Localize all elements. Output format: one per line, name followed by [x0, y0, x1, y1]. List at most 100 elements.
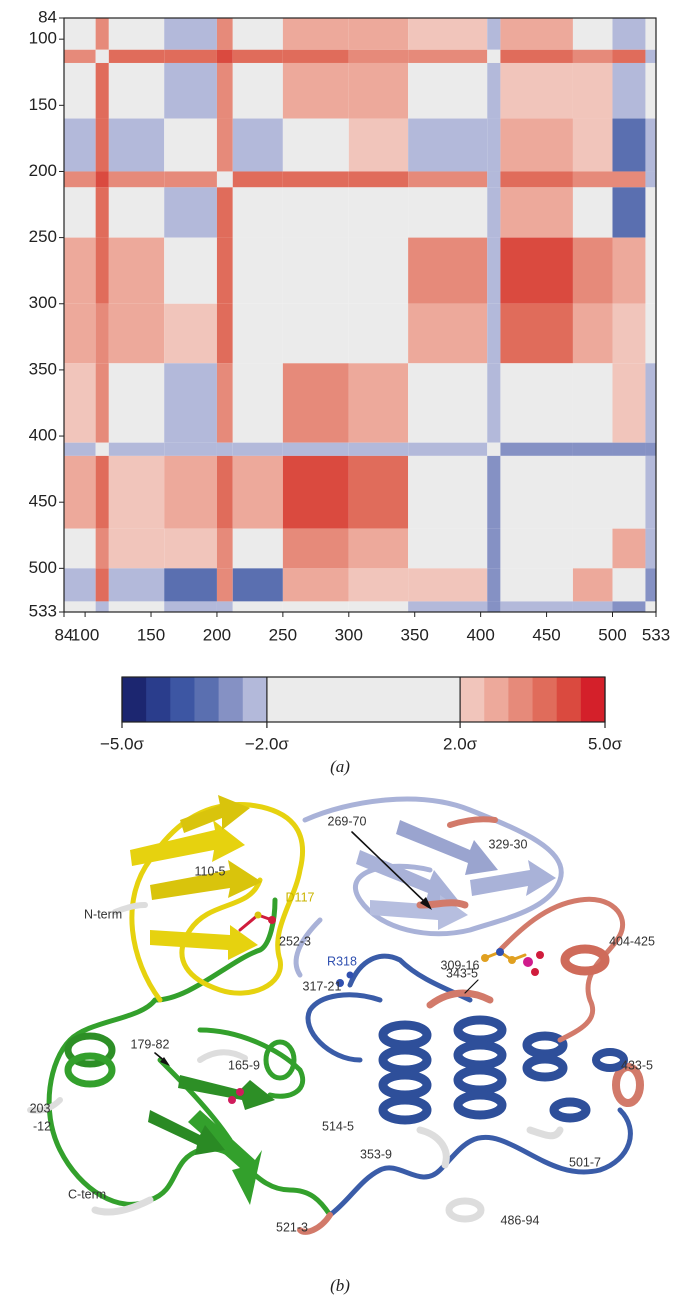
heatmap-cell	[216, 237, 233, 304]
colorbar-step	[266, 677, 461, 722]
heatmap-cell	[95, 303, 109, 364]
heatmap-cell	[216, 528, 233, 569]
y-tick-label: 500	[29, 558, 57, 577]
residue-label: D117	[286, 890, 315, 904]
region-label: 521-3	[276, 1220, 308, 1234]
colorbar-step	[170, 677, 195, 722]
heatmap-cell	[645, 118, 656, 172]
colorbar-step	[532, 677, 558, 722]
y-tick-label: 350	[29, 359, 57, 378]
heatmap-cell	[108, 187, 165, 238]
x-tick-label: 200	[203, 625, 231, 644]
heatmap-cell	[164, 568, 217, 602]
heatmap-cell	[487, 363, 501, 443]
heatmap-cell	[282, 49, 349, 63]
heatmap-cell	[95, 118, 109, 172]
heatmap-cell	[282, 171, 349, 188]
heatmap-cell	[282, 303, 349, 364]
structure-labels: 269-70 329-30 110-5 D117 N-term 252-3 R3…	[30, 814, 655, 1234]
heatmap-cell	[95, 237, 109, 304]
heatmap-cell	[64, 237, 96, 304]
colorbar-step	[194, 677, 220, 722]
heatmap-cell	[164, 171, 217, 188]
heatmap-cell	[108, 62, 165, 119]
heatmap-cell	[164, 601, 217, 612]
heatmap-cell	[612, 568, 646, 602]
heatmap-cell	[348, 442, 409, 456]
heatmap-cell	[572, 187, 613, 238]
x-tick-label: 400	[466, 625, 494, 644]
heatmap-cell	[408, 303, 488, 364]
terminus-label: N-term	[84, 907, 122, 921]
heatmap-cell	[232, 303, 283, 364]
x-tick-label: 150	[137, 625, 165, 644]
heatmap-cell	[487, 442, 501, 456]
heatmap-cell	[487, 568, 501, 602]
x-tick-label: 250	[269, 625, 297, 644]
heatmap-cell	[108, 171, 165, 188]
y-tick-label: 300	[29, 293, 57, 312]
heatmap-cell	[572, 118, 613, 172]
heatmap-cell	[408, 118, 488, 172]
heatmap-cell	[612, 18, 646, 50]
heatmap-cell	[645, 442, 656, 456]
heatmap-cell	[108, 49, 165, 63]
heatmap-cell	[645, 237, 656, 304]
heatmap-cell	[348, 303, 409, 364]
heatmap-cell	[95, 62, 109, 119]
heatmap-cell	[95, 528, 109, 569]
heatmap-cell	[282, 363, 349, 443]
region-label: 203	[30, 1101, 51, 1115]
heatmap-cell	[645, 49, 656, 63]
heatmap-cell	[408, 49, 488, 63]
heatmap-cell	[95, 187, 109, 238]
heatmap-cell	[500, 568, 573, 602]
heatmap-cell	[64, 528, 96, 569]
region-label: 486-94	[501, 1213, 540, 1227]
heatmap-cell	[645, 187, 656, 238]
heatmap-cell	[64, 118, 96, 172]
colorbar-step	[508, 677, 534, 722]
heatmap-cell	[282, 455, 349, 529]
heatmap-cell	[108, 118, 165, 172]
heatmap-cell	[572, 171, 613, 188]
heatmap-cell	[572, 49, 613, 63]
region-label: 252-3	[279, 934, 311, 948]
x-tick-label: 300	[335, 625, 363, 644]
heatmap-cell	[64, 49, 96, 63]
heatmap-cell	[95, 18, 109, 50]
heatmap-cell	[95, 442, 109, 456]
region-label: 329-30	[489, 837, 528, 851]
heatmap-cell	[487, 49, 501, 63]
heatmap-cell	[232, 455, 283, 529]
heatmap-cell	[612, 455, 646, 529]
heatmap-cell	[612, 442, 646, 456]
heatmap-cell	[108, 455, 165, 529]
heatmap-cell	[487, 187, 501, 238]
heatmap-cell	[64, 455, 96, 529]
heatmap-cell	[645, 568, 656, 602]
heatmap-cell	[164, 237, 217, 304]
heatmap-cell	[348, 187, 409, 238]
heatmap-cell	[164, 62, 217, 119]
heatmap-cell	[164, 363, 217, 443]
heatmap-cell	[500, 62, 573, 119]
region-label: 110-5	[194, 864, 225, 878]
y-tick-label: 200	[29, 161, 57, 180]
heatmap-cell	[612, 187, 646, 238]
heatmap-cell	[348, 601, 409, 612]
heatmap-cell	[216, 601, 233, 612]
heatmap-cell	[612, 363, 646, 443]
heatmap-cell	[500, 118, 573, 172]
heatmap-cell	[108, 601, 165, 612]
heatmap-cell	[282, 568, 349, 602]
heatmap-cell	[612, 118, 646, 172]
heatmap-cell	[216, 303, 233, 364]
x-tick-label: 533	[642, 625, 670, 644]
heatmap-cell	[232, 568, 283, 602]
heatmap-cell	[108, 18, 165, 50]
heatmap-cell	[408, 363, 488, 443]
heatmap-cell	[348, 118, 409, 172]
heatmap-cell	[216, 187, 233, 238]
